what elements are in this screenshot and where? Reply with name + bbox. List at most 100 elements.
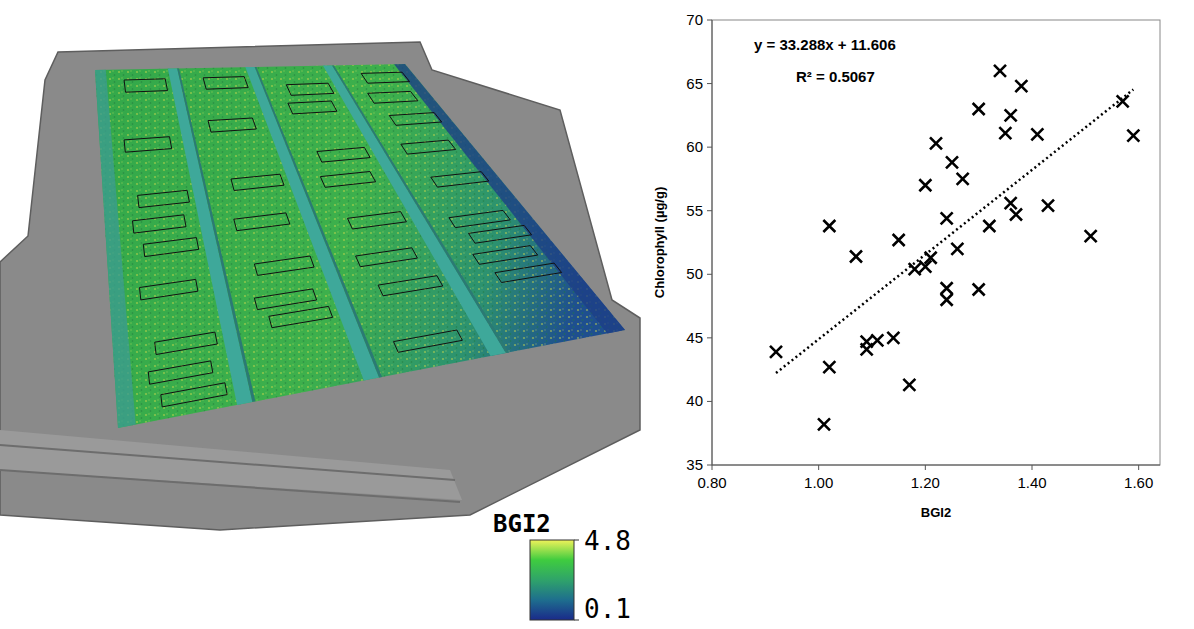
- plot-outline: [495, 263, 562, 282]
- point: [925, 252, 937, 264]
- x-tick-label: 1.40: [1017, 474, 1046, 491]
- y-tick-label: 40: [686, 392, 703, 409]
- channel-shade: [177, 68, 255, 402]
- plot-outline: [133, 215, 187, 233]
- point: [893, 234, 905, 246]
- colorbar-tick: [574, 540, 579, 541]
- x-axis-title: BGI2: [921, 505, 951, 520]
- plot-outline: [234, 213, 290, 231]
- point: [1015, 80, 1027, 92]
- plot-outline: [389, 113, 441, 126]
- plot-outline: [148, 361, 213, 384]
- point: [1085, 230, 1097, 242]
- x-axis-line: [712, 465, 1160, 466]
- field-edge: [394, 64, 625, 333]
- plot-outline: [469, 225, 532, 243]
- y-tick: [707, 337, 712, 338]
- plot-outline: [161, 383, 227, 407]
- field-edge: [95, 70, 136, 428]
- point: [871, 334, 883, 346]
- point: [941, 282, 953, 294]
- plot-outline: [269, 306, 333, 327]
- point: [973, 284, 985, 296]
- terrain-ridge-line: [0, 470, 460, 502]
- point: [1117, 95, 1129, 107]
- y-tick-label: 50: [686, 265, 703, 282]
- annotation: R² = 0.5067: [796, 68, 875, 85]
- surface-panel: BGI2 0.1 4.8: [0, 42, 640, 624]
- plot-frame: [712, 20, 1160, 465]
- terrain: [0, 42, 640, 530]
- colorbar-title: BGI2: [493, 510, 551, 538]
- plot-outline: [286, 83, 334, 95]
- point: [973, 103, 985, 115]
- y-tick: [707, 83, 712, 84]
- annotation: y = 33.288x + 11.606: [754, 36, 896, 53]
- channel: [323, 65, 506, 356]
- plot-outline: [124, 79, 167, 92]
- point: [1005, 197, 1017, 209]
- plot-outline: [203, 77, 248, 90]
- x-tick: [712, 465, 713, 470]
- point: [850, 250, 862, 262]
- point: [823, 220, 835, 232]
- y-tick-label: 55: [686, 202, 703, 219]
- colorbar-tick-label: 4.8: [584, 526, 631, 556]
- plot-outline: [361, 72, 410, 83]
- y-axis-line: [712, 20, 713, 465]
- figure: BGI20.14.835404550556065700.801.001.201.…: [0, 0, 1194, 629]
- point: [887, 332, 899, 344]
- plot-outline: [348, 212, 407, 229]
- point: [1127, 130, 1139, 142]
- plot-outline: [140, 279, 198, 300]
- x-tick: [1032, 465, 1033, 470]
- point: [951, 243, 963, 255]
- y-tick: [707, 401, 712, 402]
- point: [818, 418, 830, 430]
- point: [919, 179, 931, 191]
- point: [930, 137, 942, 149]
- x-tick-label: 0.80: [697, 474, 726, 491]
- x-tick-label: 1.60: [1124, 474, 1153, 491]
- point: [983, 220, 995, 232]
- y-tick-label: 65: [686, 75, 703, 92]
- y-tick-label: 70: [686, 11, 703, 28]
- point: [770, 346, 782, 358]
- channel-shade: [332, 65, 509, 353]
- y-axis-title: Chlorophyll (µg/g): [652, 187, 667, 298]
- plot-outline: [401, 140, 456, 154]
- x-tick: [818, 465, 819, 470]
- point: [909, 263, 921, 275]
- field: [95, 64, 625, 428]
- plot-outline: [317, 147, 370, 162]
- plot-outline: [378, 276, 443, 296]
- terrain-ridge: [0, 430, 462, 500]
- point: [957, 173, 969, 185]
- plot-outline: [431, 172, 489, 187]
- field-texture: [95, 64, 625, 428]
- y-tick-label: 45: [686, 329, 703, 346]
- point: [1005, 109, 1017, 121]
- plot-outline: [394, 330, 463, 352]
- y-tick: [707, 210, 712, 211]
- scatter-panel: 35404550556065700.801.001.201.401.60BGI2…: [652, 11, 1160, 520]
- x-tick: [925, 465, 926, 470]
- y-tick: [707, 465, 712, 466]
- plot-outline: [288, 101, 337, 114]
- point: [999, 127, 1011, 139]
- plot-outline: [254, 256, 314, 275]
- point: [903, 379, 915, 391]
- plot-outline: [356, 248, 418, 267]
- colorbar-tick: [574, 620, 579, 621]
- y-tick-label: 35: [686, 456, 703, 473]
- x-tick-label: 1.20: [911, 474, 940, 491]
- point: [1010, 209, 1022, 221]
- plot-outline: [155, 332, 218, 354]
- y-tick: [707, 147, 712, 148]
- x-tick: [1138, 465, 1139, 470]
- plot-outline: [138, 190, 190, 207]
- point: [1031, 128, 1043, 140]
- plot-outline: [124, 137, 172, 153]
- colorbar-tick-label: 0.1: [584, 594, 631, 624]
- y-tick: [707, 20, 712, 21]
